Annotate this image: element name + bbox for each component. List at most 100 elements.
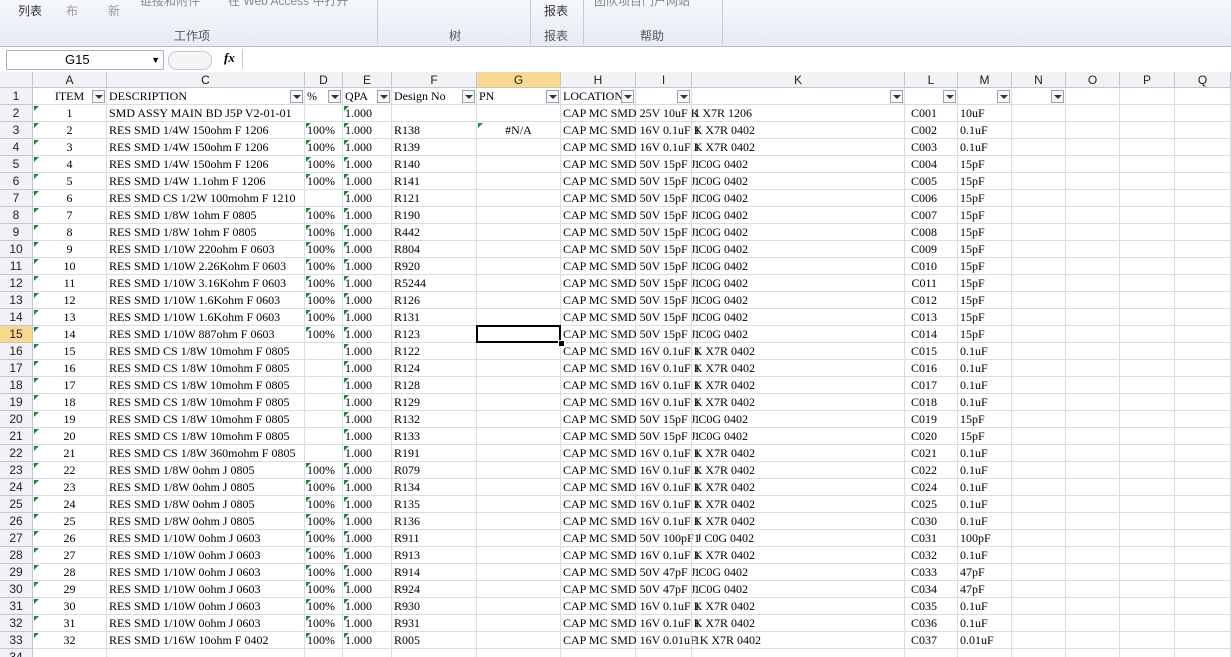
cell[interactable]: 1.000: [343, 241, 392, 258]
cell[interactable]: 1: [692, 394, 905, 411]
cell[interactable]: [1066, 530, 1120, 547]
cell[interactable]: 16: [33, 360, 107, 377]
column-header[interactable]: K: [692, 72, 905, 88]
cell[interactable]: 100%: [305, 309, 343, 326]
cell[interactable]: 15pF: [958, 207, 1012, 224]
cell[interactable]: 1.000: [343, 360, 392, 377]
cell[interactable]: R139: [392, 139, 477, 156]
column-header[interactable]: F: [392, 72, 477, 88]
cell[interactable]: [636, 139, 692, 156]
cell[interactable]: 1: [692, 309, 905, 326]
cell[interactable]: [1066, 105, 1120, 122]
cell[interactable]: 1.000: [343, 309, 392, 326]
filter-button[interactable]: [621, 90, 634, 103]
cell[interactable]: 24: [33, 496, 107, 513]
cell[interactable]: [1120, 241, 1175, 258]
cell[interactable]: [636, 258, 692, 275]
cell[interactable]: [1175, 547, 1231, 564]
cell[interactable]: [1175, 156, 1231, 173]
cell[interactable]: 1: [692, 275, 905, 292]
cell[interactable]: [1120, 122, 1175, 139]
cell[interactable]: [636, 326, 692, 343]
cell[interactable]: 0.1uF: [958, 394, 1012, 411]
cell[interactable]: 1.000: [343, 598, 392, 615]
cell[interactable]: RES SMD 1/10W 3.16Kohm F 0603: [107, 275, 305, 292]
cell[interactable]: 1.000: [343, 105, 392, 122]
cell[interactable]: [1012, 275, 1066, 292]
cell[interactable]: C037: [905, 632, 958, 649]
cell[interactable]: [636, 411, 692, 428]
cell[interactable]: [1012, 190, 1066, 207]
cell[interactable]: 0.1uF: [958, 547, 1012, 564]
cell[interactable]: R079: [392, 462, 477, 479]
cell[interactable]: [1175, 173, 1231, 190]
cell[interactable]: 15pF: [958, 156, 1012, 173]
cell[interactable]: 1: [692, 445, 905, 462]
filter-button[interactable]: [997, 90, 1010, 103]
cell[interactable]: RES SMD 1/10W 220ohm F 0603: [107, 241, 305, 258]
cell[interactable]: 100%: [305, 156, 343, 173]
cell[interactable]: [1175, 462, 1231, 479]
cell[interactable]: [1120, 258, 1175, 275]
cell[interactable]: [1175, 598, 1231, 615]
cell[interactable]: RES SMD CS 1/8W 10mohm F 0805: [107, 428, 305, 445]
column-header[interactable]: P: [1120, 72, 1175, 88]
cell[interactable]: [477, 564, 561, 581]
cell[interactable]: 1: [692, 122, 905, 139]
dropdown[interactable]: ▼: [151, 55, 160, 65]
cell[interactable]: 1.000: [343, 292, 392, 309]
cell[interactable]: 1.000: [343, 615, 392, 632]
header-cell[interactable]: DESCRIPTION: [107, 88, 305, 105]
cell[interactable]: 1.000: [343, 190, 392, 207]
cell[interactable]: 32: [33, 632, 107, 649]
cell[interactable]: [1120, 275, 1175, 292]
cell[interactable]: RES SMD CS 1/8W 360mohm F 0805: [107, 445, 305, 462]
cell[interactable]: CAP MC SMD 50V 15pF J C0G 0402: [561, 258, 749, 275]
cell[interactable]: [636, 224, 692, 241]
cell[interactable]: RES SMD 1/10W 887ohm F 0603: [107, 326, 305, 343]
cell[interactable]: [477, 258, 561, 275]
cell[interactable]: 47pF: [958, 581, 1012, 598]
cell[interactable]: 15pF: [958, 190, 1012, 207]
row-header[interactable]: 33: [0, 632, 33, 649]
row-header[interactable]: 14: [0, 309, 33, 326]
cell[interactable]: [636, 445, 692, 462]
cell[interactable]: [1012, 224, 1066, 241]
cell[interactable]: [1120, 462, 1175, 479]
cell[interactable]: CAP MC SMD 50V 15pF J C0G 0402: [561, 292, 749, 309]
cell[interactable]: [1120, 530, 1175, 547]
cell[interactable]: [1175, 428, 1231, 445]
cell[interactable]: [636, 479, 692, 496]
cell[interactable]: [477, 309, 561, 326]
cell[interactable]: [1120, 479, 1175, 496]
cell[interactable]: RES SMD 1/10W 1.6Kohm F 0603: [107, 292, 305, 309]
cell[interactable]: [636, 649, 692, 657]
cell[interactable]: R138: [392, 122, 477, 139]
cell[interactable]: C017: [905, 377, 958, 394]
cell[interactable]: CAP MC SMD 50V 15pF J C0G 0402: [561, 326, 749, 343]
cell[interactable]: RES SMD 1/8W 0ohm J 0805: [107, 462, 305, 479]
row-header[interactable]: 12: [0, 275, 33, 292]
cell[interactable]: RES SMD 1/10W 0ohm J 0603: [107, 547, 305, 564]
cell[interactable]: [392, 105, 477, 122]
cell[interactable]: R123: [392, 326, 477, 343]
cell[interactable]: 1.000: [343, 394, 392, 411]
cell[interactable]: [636, 190, 692, 207]
header-cell[interactable]: [636, 88, 692, 105]
row-header[interactable]: 10: [0, 241, 33, 258]
cell[interactable]: 100%: [305, 564, 343, 581]
cell[interactable]: 13: [33, 309, 107, 326]
row-header[interactable]: 1: [0, 88, 33, 105]
cell[interactable]: [1012, 598, 1066, 615]
cell[interactable]: RES SMD 1/10W 0ohm J 0603: [107, 564, 305, 581]
cell[interactable]: [1066, 615, 1120, 632]
filter-button[interactable]: [677, 90, 690, 103]
cell[interactable]: [1175, 445, 1231, 462]
cell[interactable]: 0.1uF: [958, 598, 1012, 615]
cell[interactable]: [1120, 360, 1175, 377]
cell[interactable]: [1120, 547, 1175, 564]
cell[interactable]: [477, 207, 561, 224]
cell[interactable]: R924: [392, 581, 477, 598]
header-cell[interactable]: [1012, 88, 1066, 105]
cell[interactable]: 7: [33, 207, 107, 224]
